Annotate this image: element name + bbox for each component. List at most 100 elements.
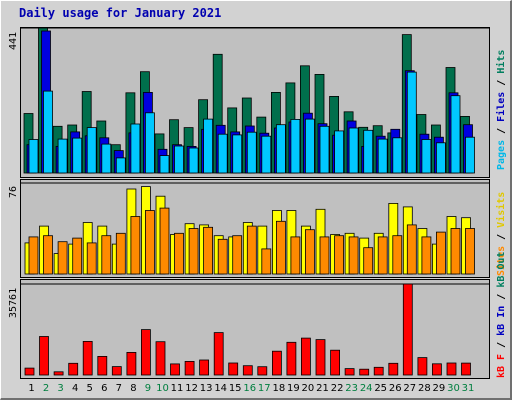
- pages-bar-22: [334, 130, 345, 174]
- day-label-13: 13: [199, 383, 213, 394]
- kbytes-bar-11: [170, 363, 180, 376]
- sites-bar-4: [72, 237, 83, 275]
- hits-legend: Pages / Files / Hits: [496, 30, 507, 170]
- kbytes-bar-2: [39, 336, 49, 376]
- kbytes-bar-3: [53, 371, 64, 376]
- pages-bar-11: [174, 145, 184, 174]
- kbytes-legend-part-3: /: [496, 287, 507, 306]
- pages-bar-24: [363, 129, 374, 174]
- sites-bar-26: [392, 235, 403, 275]
- pages-bar-1: [28, 139, 39, 174]
- pages-bar-19: [290, 119, 301, 174]
- day-label-29: 29: [432, 383, 446, 394]
- sites-bar-6: [101, 235, 112, 275]
- kbytes-bar-24: [359, 368, 370, 376]
- sites-bar-5: [86, 242, 97, 275]
- hits-max-label: 441: [8, 31, 19, 50]
- day-label-31: 31: [461, 383, 475, 394]
- hits-legend-part-1: /: [496, 121, 507, 140]
- kbytes-bar-13: [199, 359, 210, 376]
- pages-bar-26: [392, 137, 403, 174]
- day-label-20: 20: [301, 383, 315, 394]
- day-label-16: 16: [243, 383, 257, 394]
- sites-bar-7: [115, 232, 126, 275]
- day-label-26: 26: [388, 383, 402, 394]
- kbytes-bar-30: [446, 362, 457, 376]
- kbytes-legend-part-2: kB In: [496, 305, 507, 336]
- day-label-27: 27: [403, 383, 417, 394]
- sites-bar-1: [28, 236, 39, 275]
- visits-legend-part-2: Visits: [496, 191, 507, 228]
- sites-bar-19: [290, 236, 301, 275]
- pages-bar-20: [304, 118, 315, 174]
- pages-bar-14: [217, 133, 228, 174]
- kbytes-bar-31: [461, 362, 471, 376]
- kbytes-bar-5: [82, 340, 93, 376]
- sites-bar-12: [188, 228, 199, 275]
- day-label-30: 30: [447, 383, 460, 394]
- day-label-14: 14: [214, 383, 228, 394]
- sites-bar-13: [203, 226, 214, 275]
- pages-bar-12: [188, 147, 199, 174]
- pages-bar-8: [130, 123, 141, 174]
- day-label-1: 1: [28, 383, 35, 394]
- hits-legend-part-3: /: [496, 73, 507, 92]
- kbytes-bar-12: [184, 360, 195, 376]
- kbytes-bar-15: [228, 362, 239, 376]
- day-label-19: 19: [287, 383, 300, 394]
- sites-bar-29: [435, 231, 446, 275]
- kbytes-bar-26: [388, 362, 399, 376]
- day-label-23: 23: [345, 383, 358, 394]
- day-label-3: 3: [57, 383, 64, 394]
- sites-bar-24: [363, 247, 374, 275]
- day-label-22: 22: [330, 383, 344, 394]
- day-label-18: 18: [272, 383, 286, 394]
- kbytes-bar-23: [344, 368, 355, 376]
- hits-legend-part-0: Pages: [496, 139, 507, 170]
- kbytes-bar-22: [330, 349, 341, 376]
- sites-bar-22: [334, 235, 345, 275]
- sites-bar-16: [246, 225, 257, 275]
- pages-bar-18: [275, 124, 286, 174]
- kbytes-bar-16: [242, 365, 253, 376]
- sites-bar-21: [319, 236, 330, 275]
- day-label-7: 7: [115, 383, 122, 394]
- kbytes-bar-9: [140, 329, 151, 376]
- pages-bar-9: [144, 112, 155, 174]
- kbytes-bar-7: [111, 366, 122, 376]
- pages-bar-16: [246, 131, 257, 174]
- pages-bar-27: [406, 71, 417, 174]
- kbytes-legend-part-4: kB Out: [496, 251, 507, 288]
- kbytes-bar-10: [155, 341, 166, 376]
- day-label-4: 4: [72, 383, 79, 394]
- pages-bar-25: [377, 138, 388, 174]
- pages-bar-31: [465, 136, 475, 174]
- sites-bar-31: [465, 228, 475, 275]
- day-label-9: 9: [144, 383, 152, 394]
- kbytes-legend-part-1: /: [496, 335, 507, 354]
- pages-bar-3: [57, 138, 68, 174]
- day-label-6: 6: [101, 383, 108, 394]
- day-label-15: 15: [228, 383, 242, 394]
- sites-bar-8: [130, 216, 141, 275]
- sites-bar-15: [232, 235, 243, 275]
- pages-bar-10: [159, 155, 170, 174]
- kbytes-bar-17: [257, 366, 268, 376]
- kbytes-bar-18: [271, 350, 282, 376]
- day-label-2: 2: [42, 383, 50, 394]
- pages-bar-17: [261, 135, 272, 174]
- kbytes-bar-19: [286, 341, 297, 376]
- sites-bar-9: [144, 210, 155, 275]
- kbytes-bar-29: [431, 363, 442, 376]
- day-label-8: 8: [130, 383, 137, 394]
- sites-bar-3: [57, 241, 68, 275]
- pages-bar-29: [435, 142, 446, 174]
- pages-bar-28: [421, 139, 432, 174]
- kbytes-bar-20: [300, 337, 311, 376]
- pages-bar-30: [450, 95, 461, 174]
- kbytes-bar-14: [213, 332, 224, 376]
- pages-bar-13: [203, 118, 214, 174]
- kbytes-legend-part-0: kB F: [496, 353, 507, 378]
- sites-bar-14: [217, 238, 228, 275]
- sites-bar-25: [377, 236, 388, 275]
